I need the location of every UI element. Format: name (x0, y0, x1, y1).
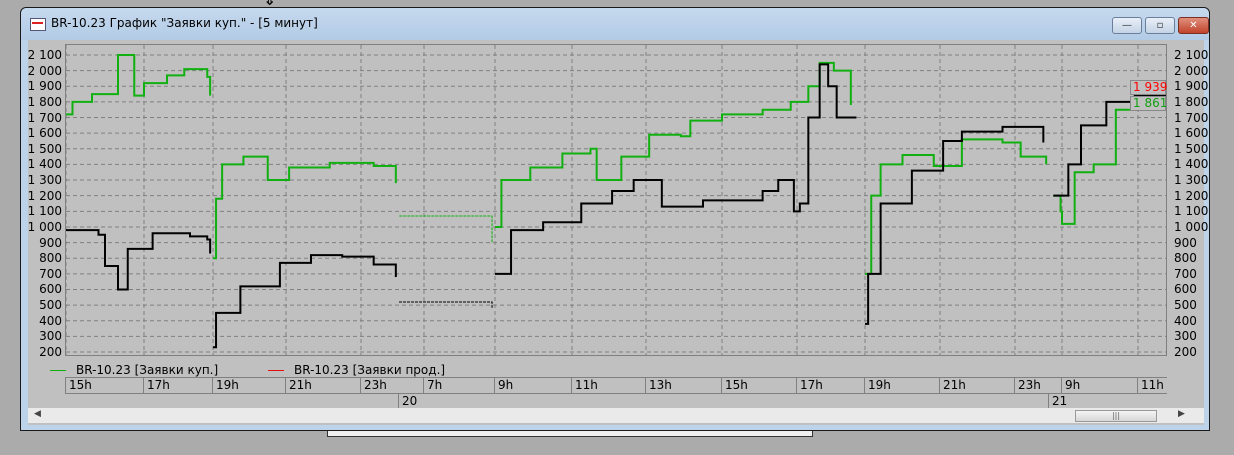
y-tick-label-left: 1 800 (27, 94, 62, 109)
y-tick-label-right: 2 100 (1174, 48, 1209, 62)
legend-item-offer: BR-10.23 [Заявки прод.] (268, 363, 445, 377)
y-tick-label-left: 1 500 (27, 141, 62, 156)
x-tick-label: 19h (864, 378, 891, 393)
y-tick-label-right: 400 (1174, 313, 1197, 328)
y-tick-label-right: 1 900 (1174, 79, 1209, 94)
y-tick-label-right: 200 (1174, 345, 1197, 359)
bid-series-line (865, 138, 1048, 275)
y-tick-label-right: 1 200 (1174, 188, 1209, 203)
bid-series-line (213, 155, 397, 260)
y-tick-label-left: 1 400 (27, 157, 62, 172)
x-tick-label: 17h (143, 378, 170, 393)
y-tick-label-left: 700 (39, 266, 62, 281)
x-tick-label: 21h (939, 378, 966, 393)
y-tick-label-right: 1 400 (1174, 157, 1209, 172)
offer-series-line (495, 63, 857, 275)
x-tick-label: 21h (285, 378, 312, 393)
x-tick-label: 23h (360, 378, 387, 393)
close-button[interactable]: ✕ (1178, 17, 1209, 34)
x-tick-label: 11h (571, 378, 598, 393)
bid-series-line (399, 215, 493, 243)
y-tick-label-left: 500 (39, 298, 62, 313)
chart-app-icon (30, 18, 46, 31)
y-tick-label-right: 1 300 (1174, 173, 1209, 188)
y-tick-label-left: 600 (39, 282, 62, 297)
y-tick-label-left: 400 (39, 313, 62, 328)
legend-label-bid: BR-10.23 [Заявки куп.] (76, 363, 219, 377)
horizontal-scrollbar[interactable]: ◀ ||| ▶ (28, 408, 1204, 423)
legend-swatch-offer (268, 370, 284, 371)
hour-row: 15h 17h 19h 21h 23h 7h 9h 11h 13h 15h 17h 19h 21h 23h… (65, 378, 1167, 393)
y-tick-label-right: 800 (1174, 251, 1197, 266)
bid-series-line (495, 61, 852, 228)
title-bar[interactable]: BR-10.23 График "Заявки куп." - [5 минут… (21, 8, 1209, 40)
y-tick-label-right: 700 (1174, 266, 1197, 281)
y-tick-label-right: 1 600 (1174, 126, 1209, 141)
maximize-button[interactable]: ▫ (1145, 17, 1175, 34)
x-tick-label: 23h (1014, 378, 1041, 393)
window-title: BR-10.23 График "Заявки куп." - [5 минут… (51, 16, 318, 30)
offer-series-line (399, 301, 493, 309)
background-window-edge (327, 431, 813, 437)
price-chart-svg (66, 45, 1166, 355)
y-axis-right: 2 100 2 000 1 900 1 800 1 700 1 600 1 500 1 400… (1168, 40, 1208, 360)
chart-area: 2 100 2 000 1 900 1 800 1 700 1 600 1 500 1 400… (28, 40, 1208, 425)
y-tick-label-right: 500 (1174, 298, 1197, 313)
y-tick-label-right: 900 (1174, 235, 1197, 250)
scroll-right-arrow-icon[interactable]: ▶ (1178, 409, 1185, 419)
legend-item-bid: BR-10.23 [Заявки куп.] (50, 363, 218, 377)
date-label: 20 (398, 394, 417, 409)
y-tick-label-left: 1 000 (27, 219, 62, 234)
offer-series-line (66, 229, 212, 291)
y-tick-label-left: 1 100 (27, 204, 62, 219)
x-tick-label: 13h (645, 378, 672, 393)
last-bid-value: 1 861 (1130, 96, 1167, 111)
last-offer-value: 1 939 (1130, 80, 1167, 95)
offer-series-line (1053, 94, 1166, 197)
x-tick-label: 9h (494, 378, 513, 393)
y-tick-label-right: 1 100 (1174, 204, 1209, 219)
y-tick-label-left: 2 000 (27, 63, 62, 78)
legend-label-offer: BR-10.23 [Заявки прод.] (294, 363, 446, 377)
chart-window: BR-10.23 График "Заявки куп." - [5 минут… (20, 7, 1210, 431)
bid-series-line (66, 54, 212, 116)
x-tick-label: 11h (1137, 378, 1164, 393)
y-tick-label-left: 1 300 (27, 173, 62, 188)
y-tick-label-left: 300 (39, 329, 62, 344)
y-tick-label-left: 1 900 (27, 79, 62, 94)
scrollbar-thumb[interactable]: ||| (1075, 410, 1157, 422)
y-tick-label-left: 2 100 (27, 48, 62, 62)
x-tick-label: 7h (423, 378, 442, 393)
date-label: 21 (1048, 394, 1067, 409)
x-tick-label: 15h (65, 378, 92, 393)
time-axis: 15h 17h 19h 21h 23h 7h 9h 11h 13h 15h 17h 19h 21h 23h… (65, 377, 1167, 410)
resize-cursor-icon: ⇕ (263, 0, 276, 8)
offer-series-line (865, 125, 1045, 325)
y-tick-label-left: 200 (39, 345, 62, 359)
y-axis-left: 2 100 2 000 1 900 1 800 1 700 1 600 1 500 1 400… (28, 40, 64, 360)
y-tick-label-right: 1 000 (1174, 219, 1209, 234)
x-tick-label: 17h (796, 378, 823, 393)
y-tick-label-right: 1 700 (1174, 110, 1209, 125)
offer-series-line (213, 254, 397, 349)
y-tick-label-left: 1 600 (27, 126, 62, 141)
y-tick-label-left: 800 (39, 251, 62, 266)
y-tick-label-right: 1 500 (1174, 141, 1209, 156)
y-tick-label-right: 2 000 (1174, 63, 1209, 78)
y-tick-label-left: 900 (39, 235, 62, 250)
y-tick-label-left: 1 200 (27, 188, 62, 203)
y-tick-label-right: 600 (1174, 282, 1197, 297)
plot-area[interactable] (65, 44, 1167, 356)
x-tick-label: 15h (721, 378, 748, 393)
legend-swatch-bid (50, 370, 66, 371)
x-tick-label: 9h (1061, 378, 1080, 393)
minimize-button[interactable]: — (1112, 17, 1142, 34)
y-tick-label-right: 1 800 (1174, 94, 1209, 109)
date-row: 20 21 (65, 393, 1167, 409)
scroll-left-arrow-icon[interactable]: ◀ (34, 409, 41, 419)
y-tick-label-left: 1 700 (27, 110, 62, 125)
y-tick-label-right: 300 (1174, 329, 1197, 344)
x-tick-label: 19h (212, 378, 239, 393)
